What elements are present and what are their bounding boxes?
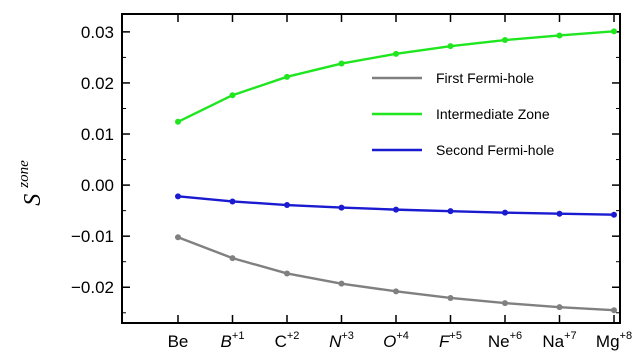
x-tick-label-base: Be <box>168 332 189 351</box>
x-tick-label-base: F <box>439 332 451 351</box>
data-point <box>284 202 290 209</box>
x-tick-label: Ne+6 <box>488 330 522 351</box>
x-axis-ticks: Be B+1 C+2 N+3 O+4 F+5 Ne+6 Na+7 Mg+8 <box>168 14 632 351</box>
x-tick-label-superscript: +5 <box>449 330 462 342</box>
series-line <box>177 236 615 312</box>
y-axis-label-superscript: zone <box>16 160 32 189</box>
data-point <box>284 73 290 80</box>
y-tick-label: −0.02 <box>71 278 114 297</box>
x-tick-label-base: C <box>275 332 287 351</box>
x-tick-label: F+5 <box>439 330 462 351</box>
x-tick-label-superscript: +6 <box>510 330 523 342</box>
legend-label: First Fermi-hole <box>436 70 534 86</box>
legend-label: Intermediate Zone <box>436 106 550 122</box>
data-point <box>447 208 454 215</box>
y-axis-label-main: S <box>20 194 46 206</box>
x-tick-label-base: Mg <box>596 332 620 351</box>
data-point <box>556 304 563 311</box>
data-point <box>175 118 181 125</box>
y-tick-label: 0.00 <box>81 176 114 195</box>
data-point <box>393 206 399 213</box>
x-tick-label-base: N <box>329 332 342 351</box>
x-tick-label-superscript: +3 <box>341 330 354 342</box>
y-tick-label: −0.01 <box>71 227 114 246</box>
x-tick-label-superscript: +2 <box>287 330 300 342</box>
data-point <box>175 193 181 200</box>
x-tick-label: O+4 <box>383 330 409 351</box>
plot-frame <box>121 13 621 324</box>
y-tick-label: 0.02 <box>81 74 114 93</box>
y-tick-label: 0.03 <box>81 23 114 42</box>
data-point <box>393 50 399 57</box>
series-second-fermi-hole <box>175 193 617 218</box>
series-lines <box>175 28 617 314</box>
data-point <box>502 300 508 307</box>
data-point <box>611 307 617 314</box>
x-tick-label: Mg+8 <box>596 330 632 351</box>
data-point <box>338 60 345 67</box>
x-tick-label-superscript: +7 <box>564 330 577 342</box>
legend: First Fermi-hole Intermediate Zone Second … <box>372 70 554 158</box>
data-point <box>611 28 617 35</box>
data-point <box>611 211 617 218</box>
x-tick-label: C+2 <box>275 330 300 351</box>
x-tick-label: Na+7 <box>542 330 576 351</box>
data-point <box>338 280 345 287</box>
x-tick-label-superscript: +1 <box>232 330 245 342</box>
data-point <box>447 294 454 301</box>
data-point <box>556 210 563 217</box>
x-tick-label-base: O <box>383 332 396 351</box>
x-tick-label-base: B <box>221 332 232 351</box>
data-point <box>229 92 236 99</box>
data-point <box>502 209 508 216</box>
data-point <box>502 37 508 44</box>
y-tick-label: 0.01 <box>81 125 114 144</box>
data-point <box>284 270 290 277</box>
data-point <box>229 198 236 205</box>
x-tick-label: Be <box>168 332 189 351</box>
data-point <box>447 43 454 50</box>
data-point <box>556 32 563 39</box>
data-point <box>393 288 399 295</box>
legend-label: Second Fermi-hole <box>436 142 554 158</box>
series-intermediate-zone <box>175 28 617 125</box>
x-tick-label-superscript: +8 <box>620 330 633 342</box>
x-tick-label: B+1 <box>221 330 245 351</box>
axes <box>121 13 621 324</box>
y-axis-ticks: 0.03 0.02 0.01 0.00 −0.01 −0.02 <box>71 23 620 314</box>
x-tick-label-base: Na <box>542 332 564 351</box>
y-axis-label: S zone <box>16 160 46 206</box>
series-first-fermi-hole <box>175 234 617 314</box>
data-point <box>338 204 345 211</box>
x-tick-label-base: Ne <box>488 332 510 351</box>
data-point <box>175 234 181 241</box>
x-tick-label: N+3 <box>329 330 354 351</box>
x-tick-label-superscript: +4 <box>396 330 409 342</box>
data-point <box>229 255 236 262</box>
